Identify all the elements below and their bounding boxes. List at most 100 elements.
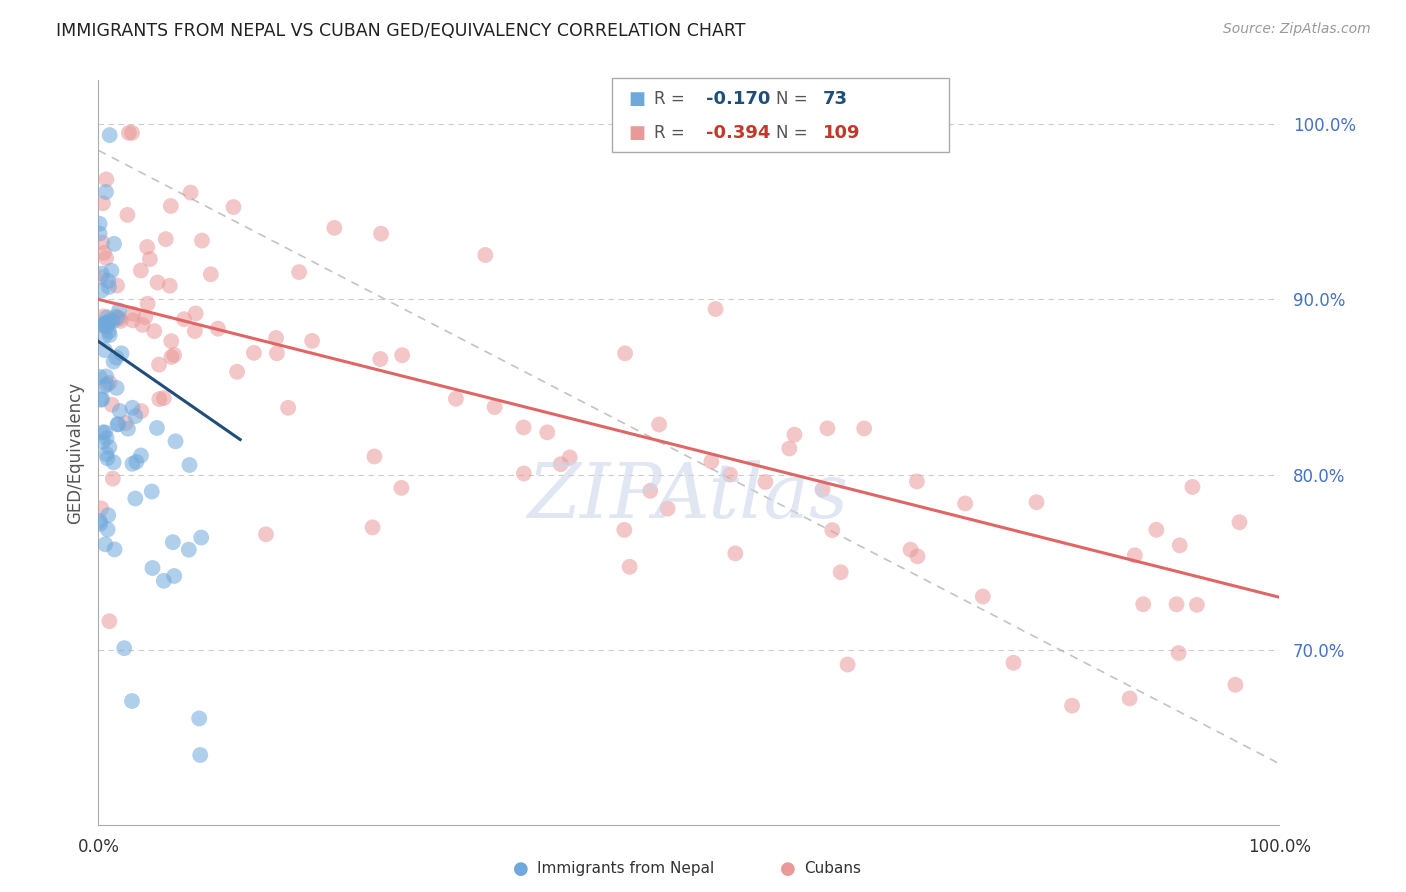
Point — [108, 311, 131, 326]
Point — [614, 346, 637, 360]
Point — [536, 425, 558, 440]
Point — [811, 483, 834, 497]
Point — [1166, 597, 1188, 611]
Point — [1132, 597, 1154, 611]
Point — [191, 234, 214, 248]
Point — [188, 747, 211, 762]
Point — [94, 251, 117, 265]
Point — [1123, 548, 1146, 562]
Point — [89, 227, 111, 241]
Point — [363, 450, 385, 464]
Point — [136, 296, 159, 310]
Point — [96, 377, 118, 392]
Point — [179, 458, 201, 472]
Point — [619, 559, 641, 574]
Point — [141, 561, 163, 575]
Point — [474, 248, 496, 262]
Point — [117, 422, 139, 436]
Point — [96, 172, 118, 186]
Point — [98, 128, 121, 142]
Point — [90, 267, 112, 281]
Point — [905, 475, 928, 489]
Text: N =: N = — [776, 124, 813, 143]
Point — [704, 301, 727, 316]
Point — [90, 270, 112, 285]
Point — [243, 346, 266, 360]
Point — [837, 657, 859, 672]
Point — [148, 358, 170, 372]
Point — [657, 501, 679, 516]
Point — [93, 317, 115, 331]
Point — [153, 574, 176, 588]
Point — [107, 417, 129, 432]
Point — [139, 252, 162, 266]
Point — [121, 457, 143, 471]
Point — [131, 318, 153, 332]
Point — [97, 324, 120, 338]
Text: Cubans: Cubans — [804, 862, 862, 876]
Point — [100, 264, 122, 278]
Text: IMMIGRANTS FROM NEPAL VS CUBAN GED/EQUIVALENCY CORRELATION CHART: IMMIGRANTS FROM NEPAL VS CUBAN GED/EQUIV… — [56, 22, 745, 40]
Point — [200, 267, 222, 281]
Point — [188, 711, 211, 725]
Point — [122, 307, 145, 321]
Point — [146, 421, 169, 435]
Point — [512, 420, 534, 434]
Point — [159, 199, 181, 213]
Point — [125, 455, 148, 469]
Point — [1144, 523, 1167, 537]
Text: -0.394: -0.394 — [706, 124, 770, 143]
Text: Source: ZipAtlas.com: Source: ZipAtlas.com — [1223, 22, 1371, 37]
Point — [638, 483, 661, 498]
Point — [98, 328, 121, 343]
Point — [96, 431, 118, 445]
Point — [101, 472, 124, 486]
Point — [159, 278, 181, 293]
Point — [93, 310, 115, 324]
Point — [129, 449, 152, 463]
Point — [93, 318, 115, 332]
Text: ZIPAtlas: ZIPAtlas — [529, 460, 849, 534]
Point — [163, 569, 186, 583]
Point — [98, 614, 121, 628]
Point — [1025, 495, 1047, 509]
Point — [146, 276, 169, 290]
Point — [160, 334, 183, 348]
Point — [96, 447, 118, 461]
Point — [96, 319, 118, 334]
Point — [821, 523, 844, 537]
Text: Immigrants from Nepal: Immigrants from Nepal — [537, 862, 714, 876]
Point — [148, 392, 170, 406]
Point — [97, 522, 120, 536]
Point — [94, 316, 117, 330]
Point — [266, 346, 288, 360]
Point — [101, 398, 124, 412]
Point — [108, 404, 131, 418]
Point — [97, 316, 120, 330]
Point — [110, 314, 132, 328]
Point — [1002, 656, 1025, 670]
Point — [91, 196, 114, 211]
Point — [89, 217, 111, 231]
Text: ●: ● — [780, 860, 796, 878]
Point — [100, 313, 122, 327]
Point — [97, 274, 120, 288]
Point — [91, 392, 114, 407]
Point — [89, 369, 111, 384]
Point — [1225, 678, 1247, 692]
Point — [323, 220, 346, 235]
Point — [754, 475, 776, 489]
Point — [155, 232, 177, 246]
Point — [97, 280, 120, 294]
Point — [90, 501, 112, 516]
Point — [1185, 598, 1208, 612]
Point — [129, 404, 152, 418]
Text: -0.170: -0.170 — [706, 90, 770, 108]
Point — [718, 467, 741, 482]
Point — [1062, 698, 1084, 713]
Point — [817, 421, 839, 435]
Point — [91, 235, 114, 250]
Point — [1168, 538, 1191, 552]
Point — [89, 516, 111, 531]
Point — [136, 240, 159, 254]
